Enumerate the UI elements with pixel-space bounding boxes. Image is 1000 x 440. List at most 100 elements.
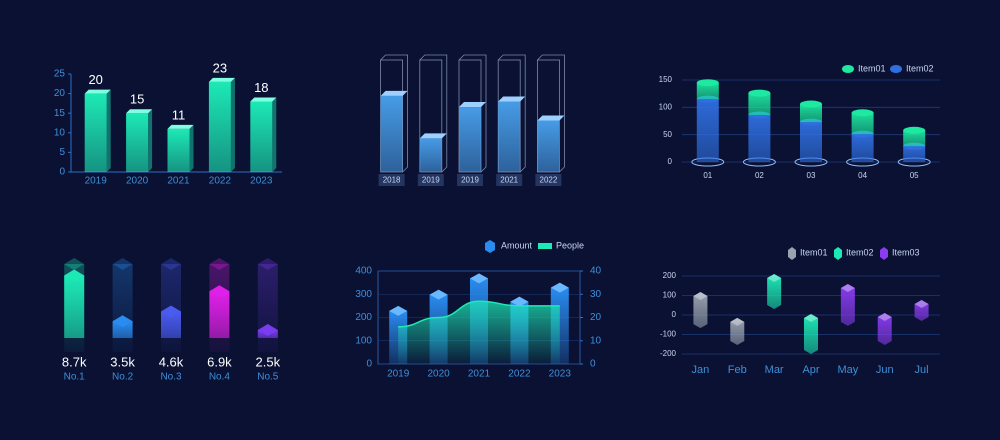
y-tick-label: 0 bbox=[366, 359, 372, 370]
x-tick-label: 04 bbox=[858, 171, 867, 180]
cylinder-segment bbox=[696, 82, 719, 100]
cylinder-segment bbox=[696, 99, 719, 162]
bar-top bbox=[167, 124, 194, 129]
value-label: 11 bbox=[172, 107, 186, 122]
range-bar bbox=[693, 291, 708, 329]
x-tick-label: 2021 bbox=[500, 176, 518, 185]
x-tick-label: 2019 bbox=[422, 176, 440, 185]
bar-top bbox=[208, 77, 235, 82]
range-cap bbox=[730, 317, 745, 326]
value-label: 20 bbox=[88, 72, 102, 87]
y2-tick-label: 10 bbox=[590, 335, 602, 346]
cylinder-cap bbox=[851, 109, 874, 117]
x-tick-label: Jan bbox=[692, 364, 710, 376]
bar bbox=[419, 138, 442, 172]
value-label: 23 bbox=[213, 60, 227, 75]
range-cap bbox=[804, 314, 818, 323]
y-tick-label: -100 bbox=[660, 330, 677, 339]
label-plate bbox=[378, 174, 405, 186]
bar-side bbox=[189, 124, 194, 172]
legend-swatch bbox=[538, 243, 552, 249]
bar bbox=[459, 107, 481, 172]
bar-top bbox=[419, 133, 447, 139]
bar-side bbox=[148, 109, 153, 172]
cylinder-segment bbox=[800, 104, 822, 123]
bar bbox=[161, 311, 181, 338]
y-tick-label: 25 bbox=[54, 69, 66, 80]
category-label: No.3 bbox=[160, 372, 182, 383]
bar-cap bbox=[64, 269, 85, 282]
x-tick-label: 2018 bbox=[383, 176, 401, 185]
bar bbox=[380, 95, 403, 172]
bar bbox=[209, 291, 230, 338]
y-tick-label: 0 bbox=[668, 157, 673, 166]
bar-cap bbox=[470, 273, 488, 284]
x-tick-label: Apr bbox=[802, 364, 819, 376]
x-tick-label: 03 bbox=[807, 171, 816, 180]
track-cap bbox=[64, 258, 85, 270]
legend-label: People bbox=[556, 240, 584, 250]
x-tick-label: 2023 bbox=[549, 369, 572, 380]
legend-swatch bbox=[485, 240, 495, 253]
cylinder-segment bbox=[800, 122, 822, 162]
x-tick-label: 02 bbox=[755, 171, 764, 180]
frame-depth bbox=[537, 54, 565, 173]
frame-depth bbox=[380, 54, 409, 173]
cylinder-segment bbox=[903, 130, 926, 147]
legend-label: Item02 bbox=[846, 247, 874, 257]
y2-tick-label: 30 bbox=[590, 289, 602, 300]
category-label: No.4 bbox=[209, 372, 231, 383]
bar-top bbox=[380, 90, 408, 96]
range-cap bbox=[914, 299, 929, 308]
legend-label: Item03 bbox=[892, 247, 920, 257]
y-tick-label: 200 bbox=[663, 271, 677, 280]
bar-top bbox=[498, 96, 526, 102]
bar-top bbox=[459, 102, 486, 108]
y-tick-label: 300 bbox=[355, 289, 372, 300]
y-tick-label: 200 bbox=[355, 312, 372, 323]
cylinder-cap bbox=[748, 89, 771, 97]
legend-swatch bbox=[788, 247, 796, 260]
range-cap bbox=[877, 313, 892, 322]
x-tick-label: 2019 bbox=[461, 176, 479, 185]
track-cap bbox=[112, 258, 133, 270]
track bbox=[257, 264, 278, 352]
x-tick-label: 2022 bbox=[540, 176, 558, 185]
y-tick-label: 100 bbox=[355, 335, 372, 346]
value-label: 15 bbox=[130, 92, 144, 107]
category-label: No.2 bbox=[112, 372, 134, 383]
x-tick-label: 2021 bbox=[167, 176, 190, 187]
track bbox=[112, 264, 133, 352]
frame-depth bbox=[419, 54, 448, 173]
x-tick-label: 2020 bbox=[427, 369, 450, 380]
value-label: 2.5k bbox=[256, 354, 281, 369]
range-bar bbox=[767, 274, 782, 309]
bar-cap bbox=[161, 305, 181, 318]
value-label: 4.6k bbox=[159, 354, 184, 369]
bar-cap bbox=[112, 315, 133, 328]
range-bar bbox=[730, 317, 745, 346]
y-tick-label: 150 bbox=[659, 75, 673, 84]
bar-side bbox=[106, 89, 111, 172]
y-tick-label: 10 bbox=[54, 127, 66, 138]
legend-swatch bbox=[890, 65, 902, 73]
track-cap bbox=[161, 258, 181, 270]
x-tick-label: 2021 bbox=[468, 369, 491, 380]
x-tick-label: 2019 bbox=[387, 369, 410, 380]
range-bar bbox=[804, 314, 818, 354]
y-tick-label: 20 bbox=[54, 88, 66, 99]
bar bbox=[126, 113, 149, 172]
legend-swatch bbox=[880, 247, 888, 260]
label-plate bbox=[535, 174, 562, 186]
x-tick-label: May bbox=[837, 364, 858, 376]
bar-cap bbox=[389, 305, 408, 316]
label-plate bbox=[457, 174, 483, 186]
area bbox=[398, 301, 560, 364]
range-cap bbox=[767, 274, 782, 283]
cylinder-segment bbox=[903, 146, 926, 162]
bar-cap bbox=[510, 296, 529, 307]
x-tick-label: 2020 bbox=[126, 176, 149, 187]
x-tick-label: 2022 bbox=[508, 369, 531, 380]
y-tick-label: 400 bbox=[355, 266, 372, 277]
